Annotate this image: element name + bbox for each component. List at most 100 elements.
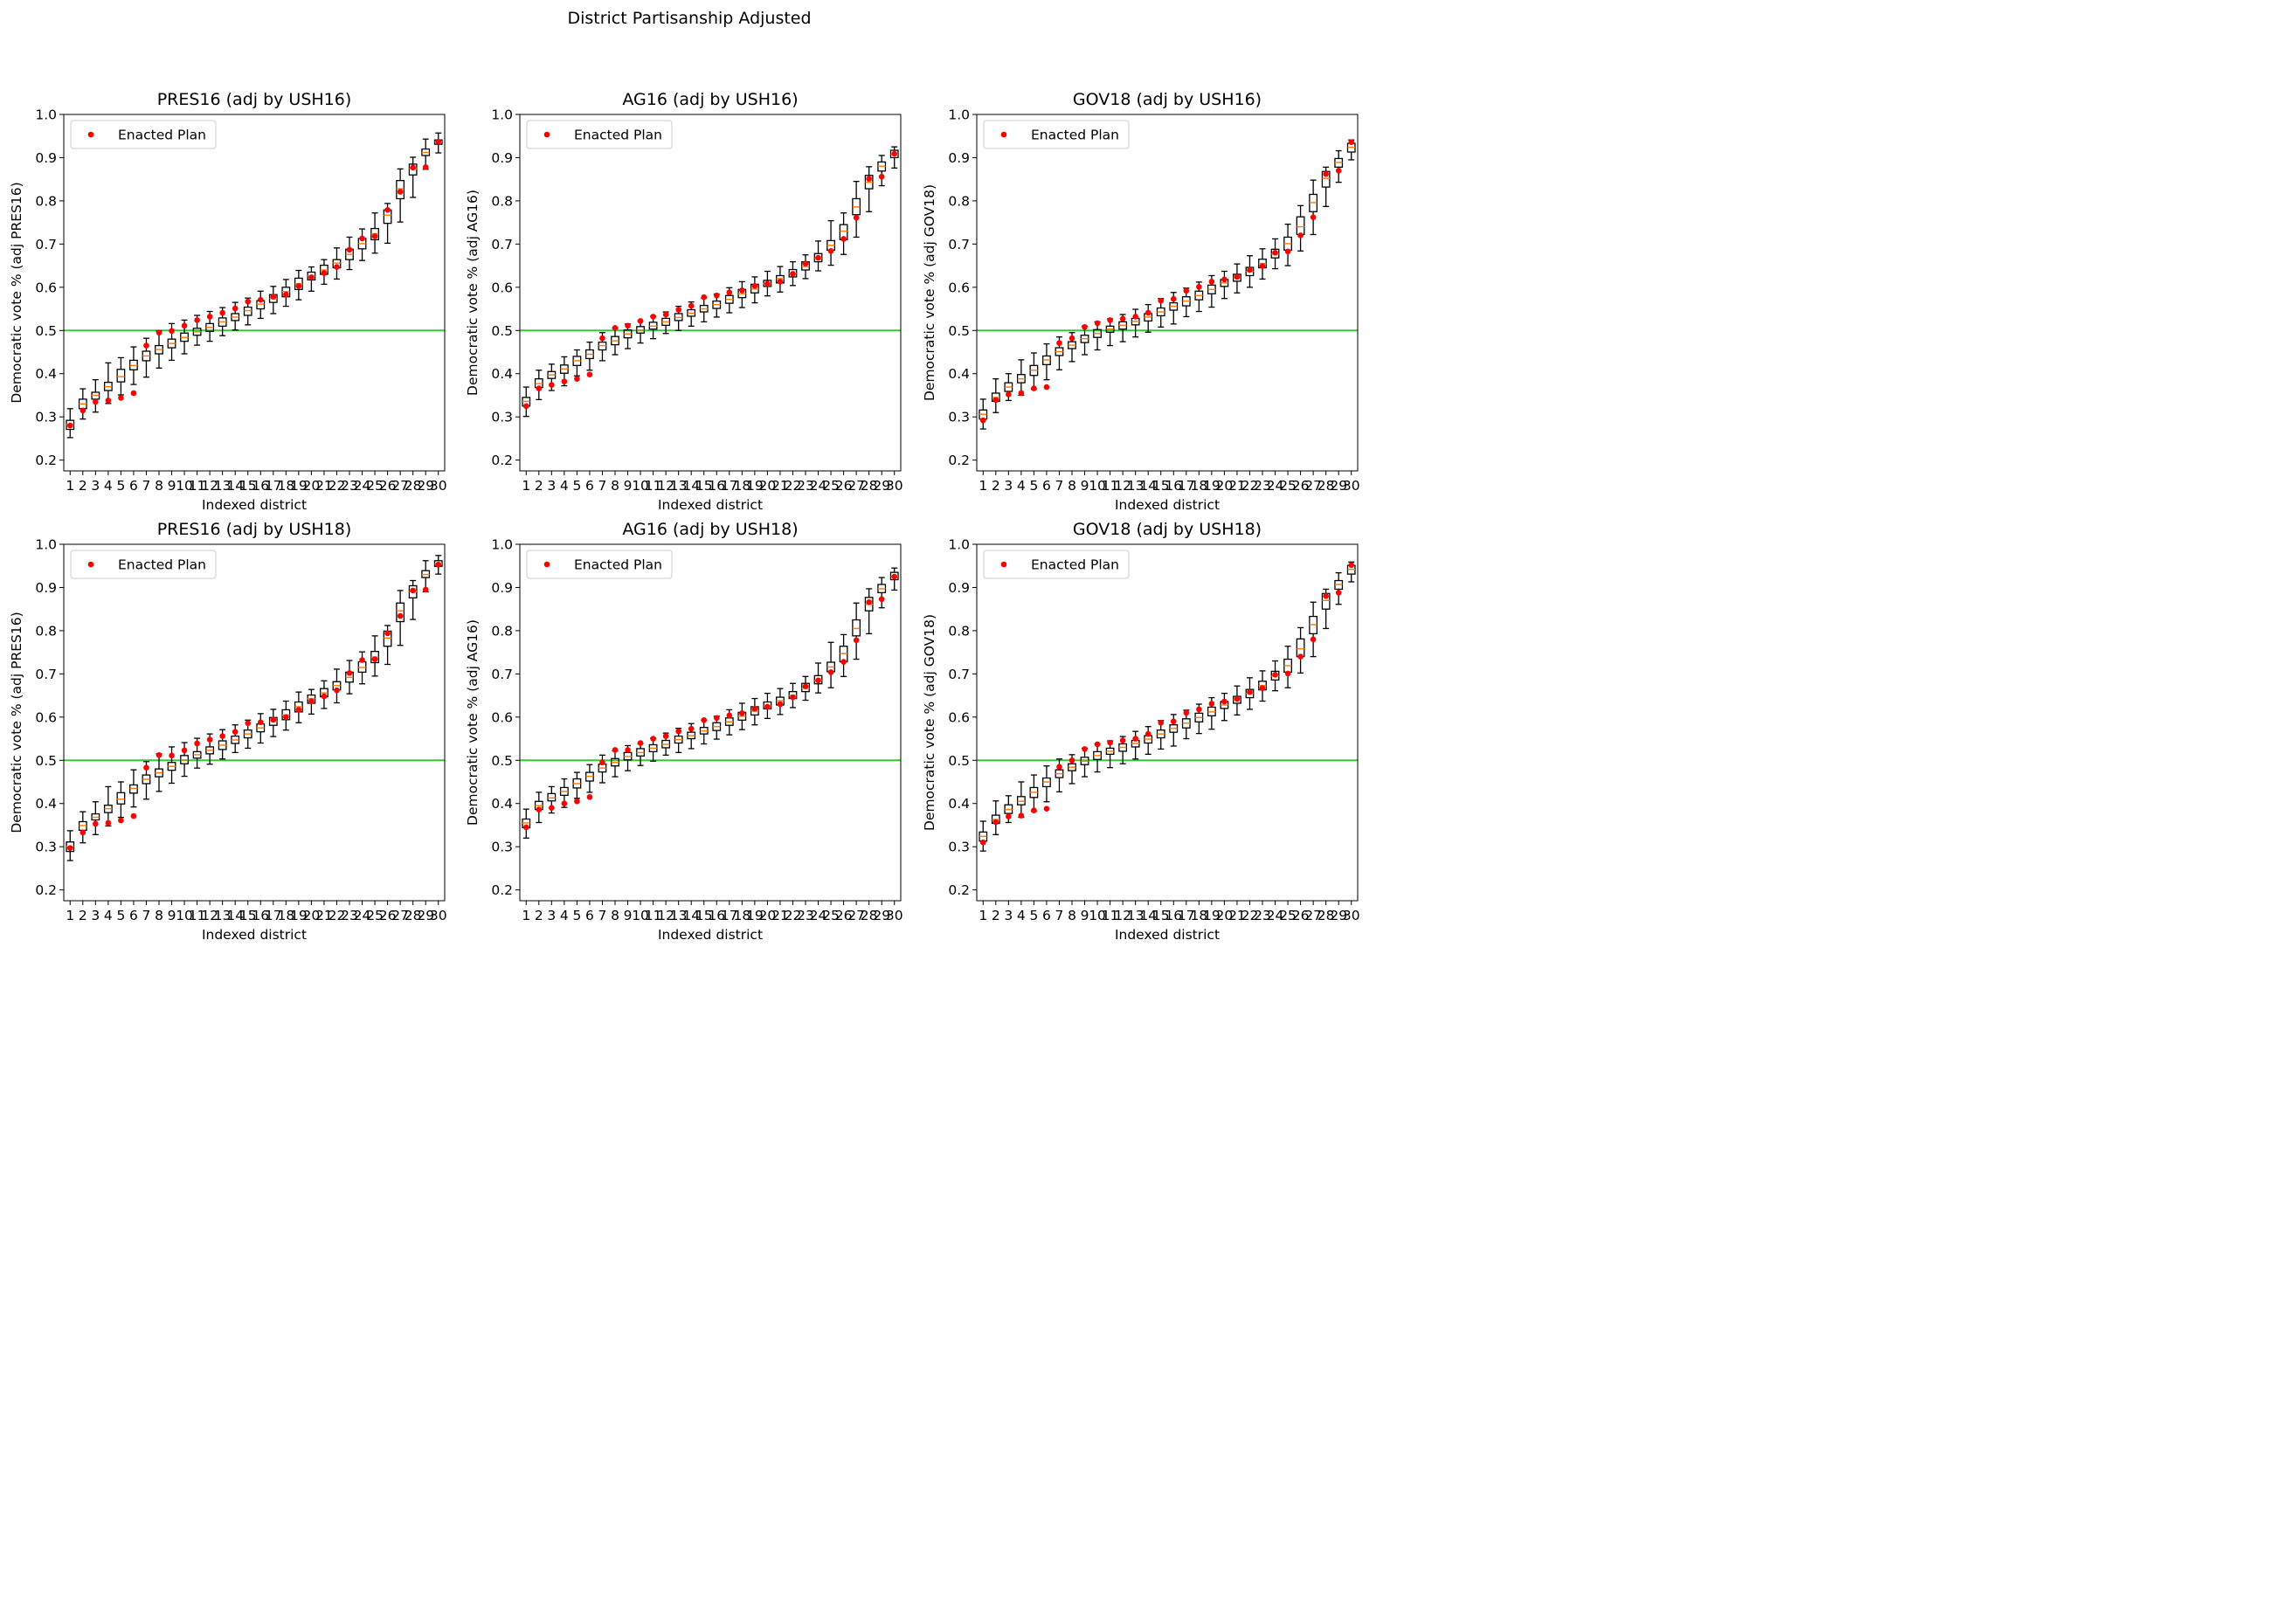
- enacted-point: [1158, 297, 1165, 304]
- x-tick-label: 28: [405, 908, 422, 923]
- x-tick-label: 8: [611, 908, 619, 923]
- box-27: [1309, 601, 1318, 658]
- x-tick-label: 1: [522, 478, 530, 494]
- x-tick-label: 5: [1029, 478, 1038, 494]
- box-17: [1181, 709, 1191, 740]
- x-tick-label: 2: [79, 908, 87, 923]
- legend-box: [526, 550, 673, 579]
- x-tick-label: 6: [129, 908, 138, 923]
- x-tick-label: 22: [785, 908, 802, 923]
- x-tick-label: 20: [303, 478, 321, 494]
- x-tick-label: 25: [366, 478, 384, 494]
- x-tick-label: 22: [328, 478, 346, 494]
- enacted-point: [625, 322, 631, 329]
- y-tick-label: 0.2: [35, 882, 57, 898]
- enacted-point: [194, 740, 200, 747]
- legend-box: [983, 550, 1130, 579]
- box-23: [801, 675, 810, 702]
- legend-label: Enacted Plan: [1031, 128, 1119, 143]
- y-tick-label: 0.4: [948, 796, 970, 812]
- x-tick-label: 17: [721, 478, 738, 494]
- subplot-3: 0.20.30.40.50.60.70.80.91.01 2 3 4 5 6 7 8 9 1011…: [922, 90, 1360, 513]
- box-19: [750, 276, 759, 304]
- y-axis-label: Democratic vote % (adj AG16): [465, 190, 481, 396]
- enacted-point: [1043, 805, 1050, 812]
- enacted-point: [827, 247, 834, 254]
- enacted-point: [1221, 698, 1228, 705]
- subplot-6: 0.20.30.40.50.60.70.80.91.01 2 3 4 5 6 7 8 9 1011…: [922, 520, 1360, 943]
- box-2: [991, 378, 1000, 413]
- enacted-point: [194, 317, 200, 323]
- enacted-point: [726, 712, 733, 719]
- legend: Enacted Plan: [70, 120, 217, 149]
- x-tick-label: 19: [290, 478, 308, 494]
- enacted-point: [586, 371, 593, 378]
- enacted-point: [245, 720, 252, 727]
- enacted-point: [143, 342, 149, 349]
- x-tick-label: 16: [252, 478, 269, 494]
- x-tick-label: 13: [670, 478, 688, 494]
- enacted-point: [662, 311, 669, 318]
- x-tick-label: 21: [315, 908, 333, 923]
- y-tick-label: 0.9: [491, 150, 513, 166]
- legend-label: Enacted Plan: [118, 557, 206, 573]
- enacted-point: [1158, 719, 1165, 726]
- enacted-point: [549, 382, 555, 388]
- enacted-point: [1234, 695, 1241, 702]
- enacted-point: [1006, 813, 1012, 819]
- box-5: [116, 781, 126, 819]
- x-tick-label: 7: [598, 908, 607, 923]
- subplot-5: 0.20.30.40.50.60.70.80.91.01 2 3 4 5 6 7 8 9 1011…: [465, 520, 903, 943]
- x-tick-label: 16: [252, 908, 269, 923]
- y-tick-label: 0.9: [948, 580, 970, 596]
- enacted-point: [1056, 764, 1062, 770]
- box-16: [1169, 292, 1179, 325]
- enacted-point: [93, 398, 99, 405]
- enacted-point: [1297, 232, 1304, 239]
- enacted-point: [1018, 390, 1025, 397]
- enacted-point: [295, 283, 302, 289]
- x-tick-label: 23: [341, 908, 358, 923]
- enacted-point: [688, 302, 695, 309]
- x-tick-label: 25: [1279, 908, 1297, 923]
- enacted-point: [1119, 737, 1126, 743]
- y-axis-label: Democratic vote % (adj GOV18): [922, 184, 937, 401]
- enacted-point: [1043, 384, 1050, 391]
- enacted-point: [625, 747, 631, 753]
- box-5: [572, 771, 582, 799]
- enacted-point: [334, 687, 340, 694]
- x-tick-label: 3: [1004, 478, 1013, 494]
- box-9: [167, 746, 176, 785]
- box-11: [192, 737, 202, 769]
- enacted-point: [650, 736, 656, 742]
- enacted-point: [1031, 385, 1037, 391]
- legend: Enacted Plan: [526, 120, 673, 149]
- x-tick-label: 10: [1089, 478, 1106, 494]
- box-29: [421, 560, 431, 593]
- y-tick-label: 0.5: [948, 753, 970, 769]
- box-6: [1042, 342, 1051, 381]
- enacted-point: [739, 710, 745, 716]
- box-6: [1042, 765, 1051, 803]
- enacted-point: [1259, 263, 1266, 269]
- enacted-point: [308, 698, 315, 704]
- x-tick-label: 14: [226, 908, 244, 923]
- enacted-point: [637, 740, 644, 746]
- enacted-point: [1082, 324, 1088, 330]
- enacted-point: [549, 805, 555, 811]
- enacted-point: [1183, 287, 1190, 294]
- x-tick-label: 9: [1081, 478, 1089, 494]
- box-7: [142, 761, 151, 800]
- axes-frame: [519, 543, 902, 902]
- x-tick-label: 23: [797, 908, 814, 923]
- enacted-point: [1068, 335, 1075, 342]
- iqr-box: [116, 369, 126, 383]
- box-13: [218, 307, 227, 336]
- x-tick-label: 24: [810, 908, 827, 923]
- enacted-point: [1247, 688, 1253, 695]
- x-tick-label: 18: [733, 908, 750, 923]
- x-tick-label: 20: [1216, 478, 1234, 494]
- enacted-point: [891, 150, 898, 157]
- y-axis-label: Democratic vote % (adj PRES16): [9, 612, 24, 833]
- enacted-point: [675, 728, 681, 735]
